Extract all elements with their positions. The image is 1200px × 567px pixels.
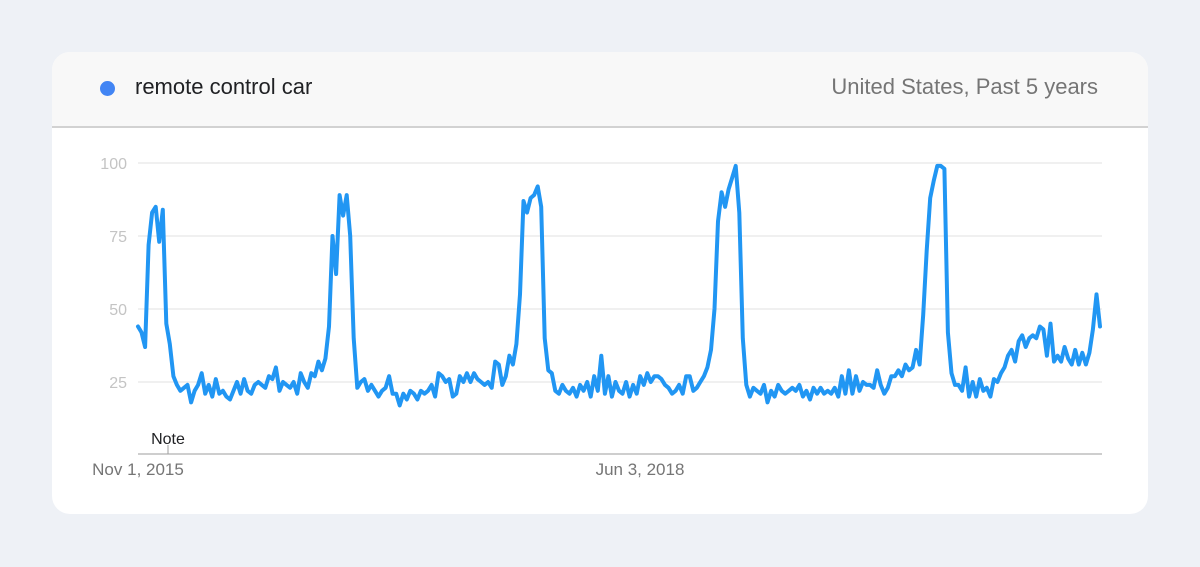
- note-label: Note: [151, 431, 185, 448]
- x-tick-label: Jun 3, 2018: [596, 460, 685, 479]
- y-tick-label: 75: [109, 229, 127, 246]
- x-tick-label: Nov 1, 2015: [92, 460, 184, 479]
- series-line-remote-control-car: [136, 163, 1102, 408]
- interest-over-time-chart: 25 50 75 100 Note Nov 1, 2015 Jun 3, 2018: [92, 156, 1102, 479]
- y-tick-label: 25: [109, 375, 127, 392]
- y-tick-label: 100: [100, 156, 127, 173]
- y-tick-label: 50: [109, 302, 127, 319]
- card-header: remote control car United States, Past 5…: [52, 52, 1148, 128]
- trend-card: remote control car United States, Past 5…: [52, 52, 1148, 514]
- legend-label: remote control car: [135, 74, 313, 99]
- legend-dot: [100, 81, 115, 96]
- region-label: United States, Past 5 years: [831, 74, 1098, 99]
